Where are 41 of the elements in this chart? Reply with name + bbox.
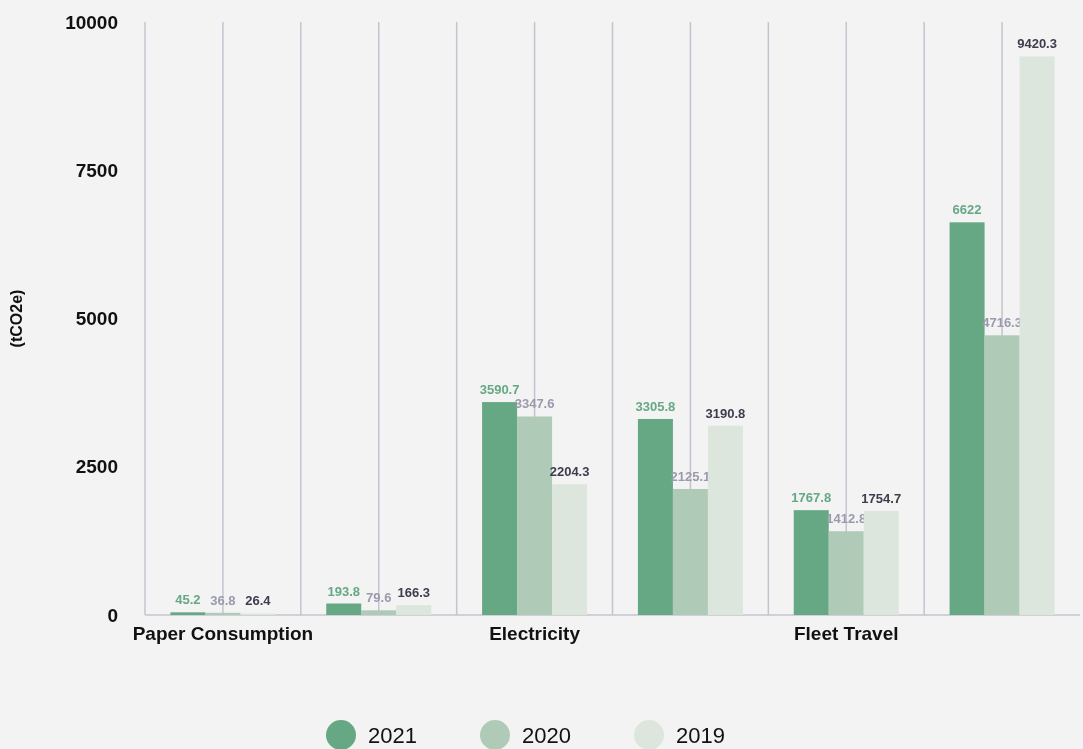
data-label: 3190.8 bbox=[705, 405, 746, 421]
data-label: 79.6 bbox=[366, 590, 392, 606]
bar bbox=[793, 510, 829, 615]
x-tick-label: Electricity bbox=[489, 623, 581, 644]
bar bbox=[828, 531, 864, 615]
data-label: 3347.6 bbox=[514, 396, 555, 412]
y-axis-title: (tCO2e) bbox=[8, 289, 25, 348]
bar bbox=[1019, 56, 1055, 615]
legend-label: 2019 bbox=[676, 722, 725, 748]
y-tick-label: 10000 bbox=[65, 11, 118, 33]
data-label: 36.8 bbox=[210, 592, 236, 608]
bar bbox=[361, 610, 397, 615]
bar bbox=[205, 612, 241, 615]
x-tick-label: Paper Consumption bbox=[132, 623, 314, 644]
y-tick-label: 5000 bbox=[75, 308, 118, 330]
bar bbox=[984, 335, 1020, 615]
y-tick-label: 0 bbox=[107, 604, 118, 626]
x-tick-label: Fleet Travel bbox=[793, 623, 899, 644]
data-label: 166.3 bbox=[397, 585, 431, 601]
y-tick-label: 7500 bbox=[75, 159, 118, 181]
data-label: 1767.8 bbox=[791, 490, 832, 506]
y-tick-label: 2500 bbox=[75, 456, 118, 478]
bar bbox=[707, 425, 743, 615]
bar bbox=[863, 510, 899, 615]
data-label: 9420.3 bbox=[1017, 36, 1057, 52]
data-label: 193.8 bbox=[327, 583, 361, 599]
bar bbox=[552, 484, 588, 615]
bar bbox=[326, 603, 362, 615]
legend-label: 2021 bbox=[368, 722, 417, 748]
data-label: 3590.7 bbox=[479, 382, 520, 398]
data-label: 2204.3 bbox=[549, 464, 590, 480]
data-label: 26.4 bbox=[245, 593, 272, 609]
bar bbox=[170, 612, 206, 615]
bar bbox=[672, 488, 708, 615]
bar bbox=[637, 418, 673, 615]
data-label: 6622 bbox=[952, 202, 982, 218]
data-label: 45.2 bbox=[175, 592, 201, 608]
data-label: 3305.8 bbox=[635, 398, 676, 414]
legend-label: 2020 bbox=[522, 722, 571, 748]
data-label: 1754.7 bbox=[861, 490, 902, 506]
bar bbox=[396, 605, 432, 615]
